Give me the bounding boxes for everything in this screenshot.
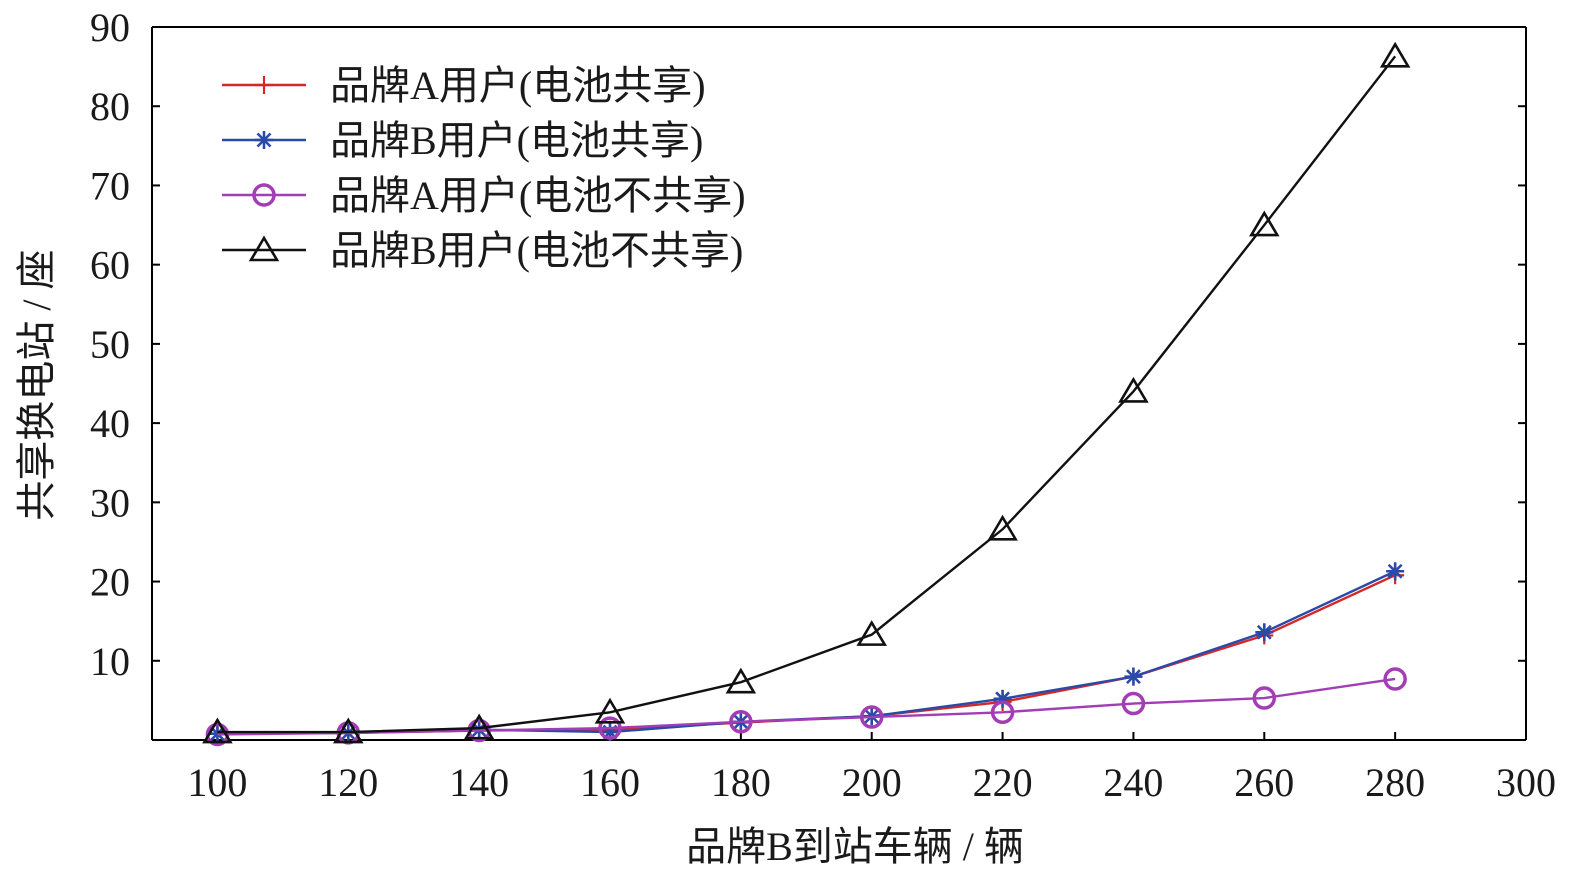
legend-label: 品牌B用户(电池不共享) [330, 228, 743, 273]
legend-item-0: 品牌A用户(电池共享) [222, 63, 706, 108]
data-point [725, 667, 757, 694]
x-tick-label: 260 [1234, 760, 1294, 805]
x-tick-label: 300 [1496, 760, 1556, 805]
x-tick-label: 120 [318, 760, 378, 805]
legend-marker [255, 76, 273, 94]
legend-label: 品牌B用户(电池共享) [330, 118, 703, 163]
x-tick-label: 220 [973, 760, 1033, 805]
series-line [217, 570, 1396, 735]
x-tick-label: 160 [580, 760, 640, 805]
series-line [217, 55, 1397, 734]
series-1 [208, 562, 1405, 743]
y-tick-label: 10 [90, 639, 130, 684]
legend-marker [248, 235, 280, 262]
legend-item-3: 品牌B用户(电池不共享) [222, 228, 743, 273]
x-tick-label: 100 [187, 760, 247, 805]
data-point [1249, 210, 1280, 237]
data-point [1252, 686, 1277, 710]
series-0 [208, 566, 1405, 743]
legend-item-2: 品牌A用户(电池不共享) [222, 173, 746, 218]
data-point [1383, 667, 1407, 691]
legend: 品牌A用户(电池共享) 品牌B用户(电池共享) 品牌A用户(电池不共享) 品牌B用户(… [222, 63, 746, 273]
data-point [202, 717, 233, 744]
x-axis-title: 品牌B到站车辆 / 辆 [686, 824, 1024, 869]
x-tick-label: 200 [842, 760, 902, 805]
data-point [859, 705, 884, 729]
y-tick-label: 70 [90, 163, 130, 208]
legend-marker [252, 183, 276, 207]
series-layer [202, 41, 1411, 747]
y-tick-label: 20 [90, 560, 130, 605]
x-tick-label: 180 [711, 760, 771, 805]
data-point [1386, 562, 1405, 581]
y-tick-label: 80 [90, 84, 130, 129]
data-point [333, 717, 364, 744]
series-line [217, 574, 1396, 735]
data-point [856, 620, 887, 646]
data-point [598, 716, 622, 740]
y-tick-label: 40 [90, 401, 130, 446]
series-3 [202, 41, 1411, 744]
x-tick-label: 280 [1365, 760, 1425, 805]
data-point [463, 713, 495, 740]
series-2 [205, 667, 1407, 747]
y-axis-title: 共享换电站 / 座 [14, 249, 59, 520]
axes [151, 26, 1527, 741]
data-point [1255, 623, 1274, 642]
legend-label: 品牌A用户(电池不共享) [330, 173, 746, 218]
data-point [729, 710, 753, 734]
data-point [1118, 376, 1149, 403]
y-tick-label: 60 [90, 243, 130, 288]
data-point [990, 700, 1015, 725]
data-point [987, 514, 1018, 541]
x-tick-label: 140 [449, 760, 509, 805]
y-tick-label: 30 [90, 480, 130, 525]
legend-item-1: 品牌B用户(电池共享) [222, 118, 703, 163]
legend-marker [255, 131, 273, 149]
data-point [1121, 691, 1146, 716]
y-tick-label: 50 [90, 322, 130, 367]
data-point [1124, 667, 1143, 686]
y-tick-label: 90 [90, 5, 130, 50]
legend-label: 品牌A用户(电池共享) [330, 63, 706, 108]
tick-labels: 100 120 140 160 180 200 220 240 260 280 300 10 20 30 4… [90, 5, 1556, 805]
data-point [1379, 41, 1411, 68]
series-line [217, 677, 1396, 736]
data-point [594, 697, 626, 724]
x-tick-label: 240 [1103, 760, 1163, 805]
